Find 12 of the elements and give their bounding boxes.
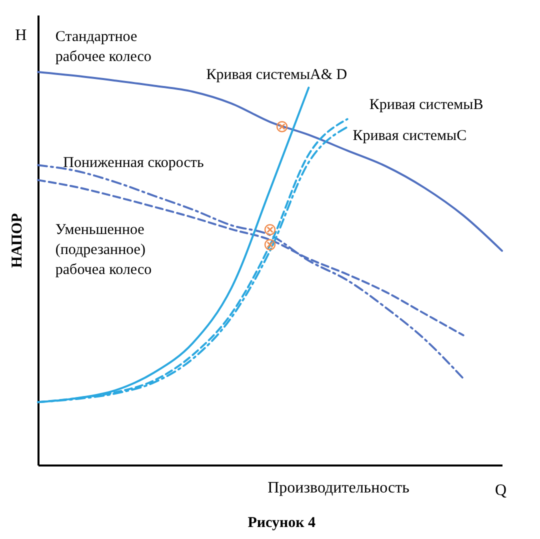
text: H bbox=[15, 27, 28, 44]
text: Q bbox=[495, 482, 508, 500]
series-label: Пониженная скорость bbox=[63, 154, 204, 171]
annotation: ⊗ bbox=[262, 220, 278, 240]
y-axis-title: НАПОР bbox=[10, 213, 26, 268]
text: Рисунок 4 bbox=[248, 514, 316, 531]
series-label: Стандартное рабочее колесо bbox=[55, 28, 152, 65]
text: Кривая системыA& D bbox=[206, 66, 348, 83]
series-label: Кривая системыC bbox=[352, 128, 467, 144]
series-label: Кривая системыB bbox=[369, 97, 484, 114]
series-label: Уменьшенное (подрезанное) рабочеа колесо bbox=[55, 222, 152, 278]
x-axis-title: Производительность bbox=[268, 480, 410, 496]
